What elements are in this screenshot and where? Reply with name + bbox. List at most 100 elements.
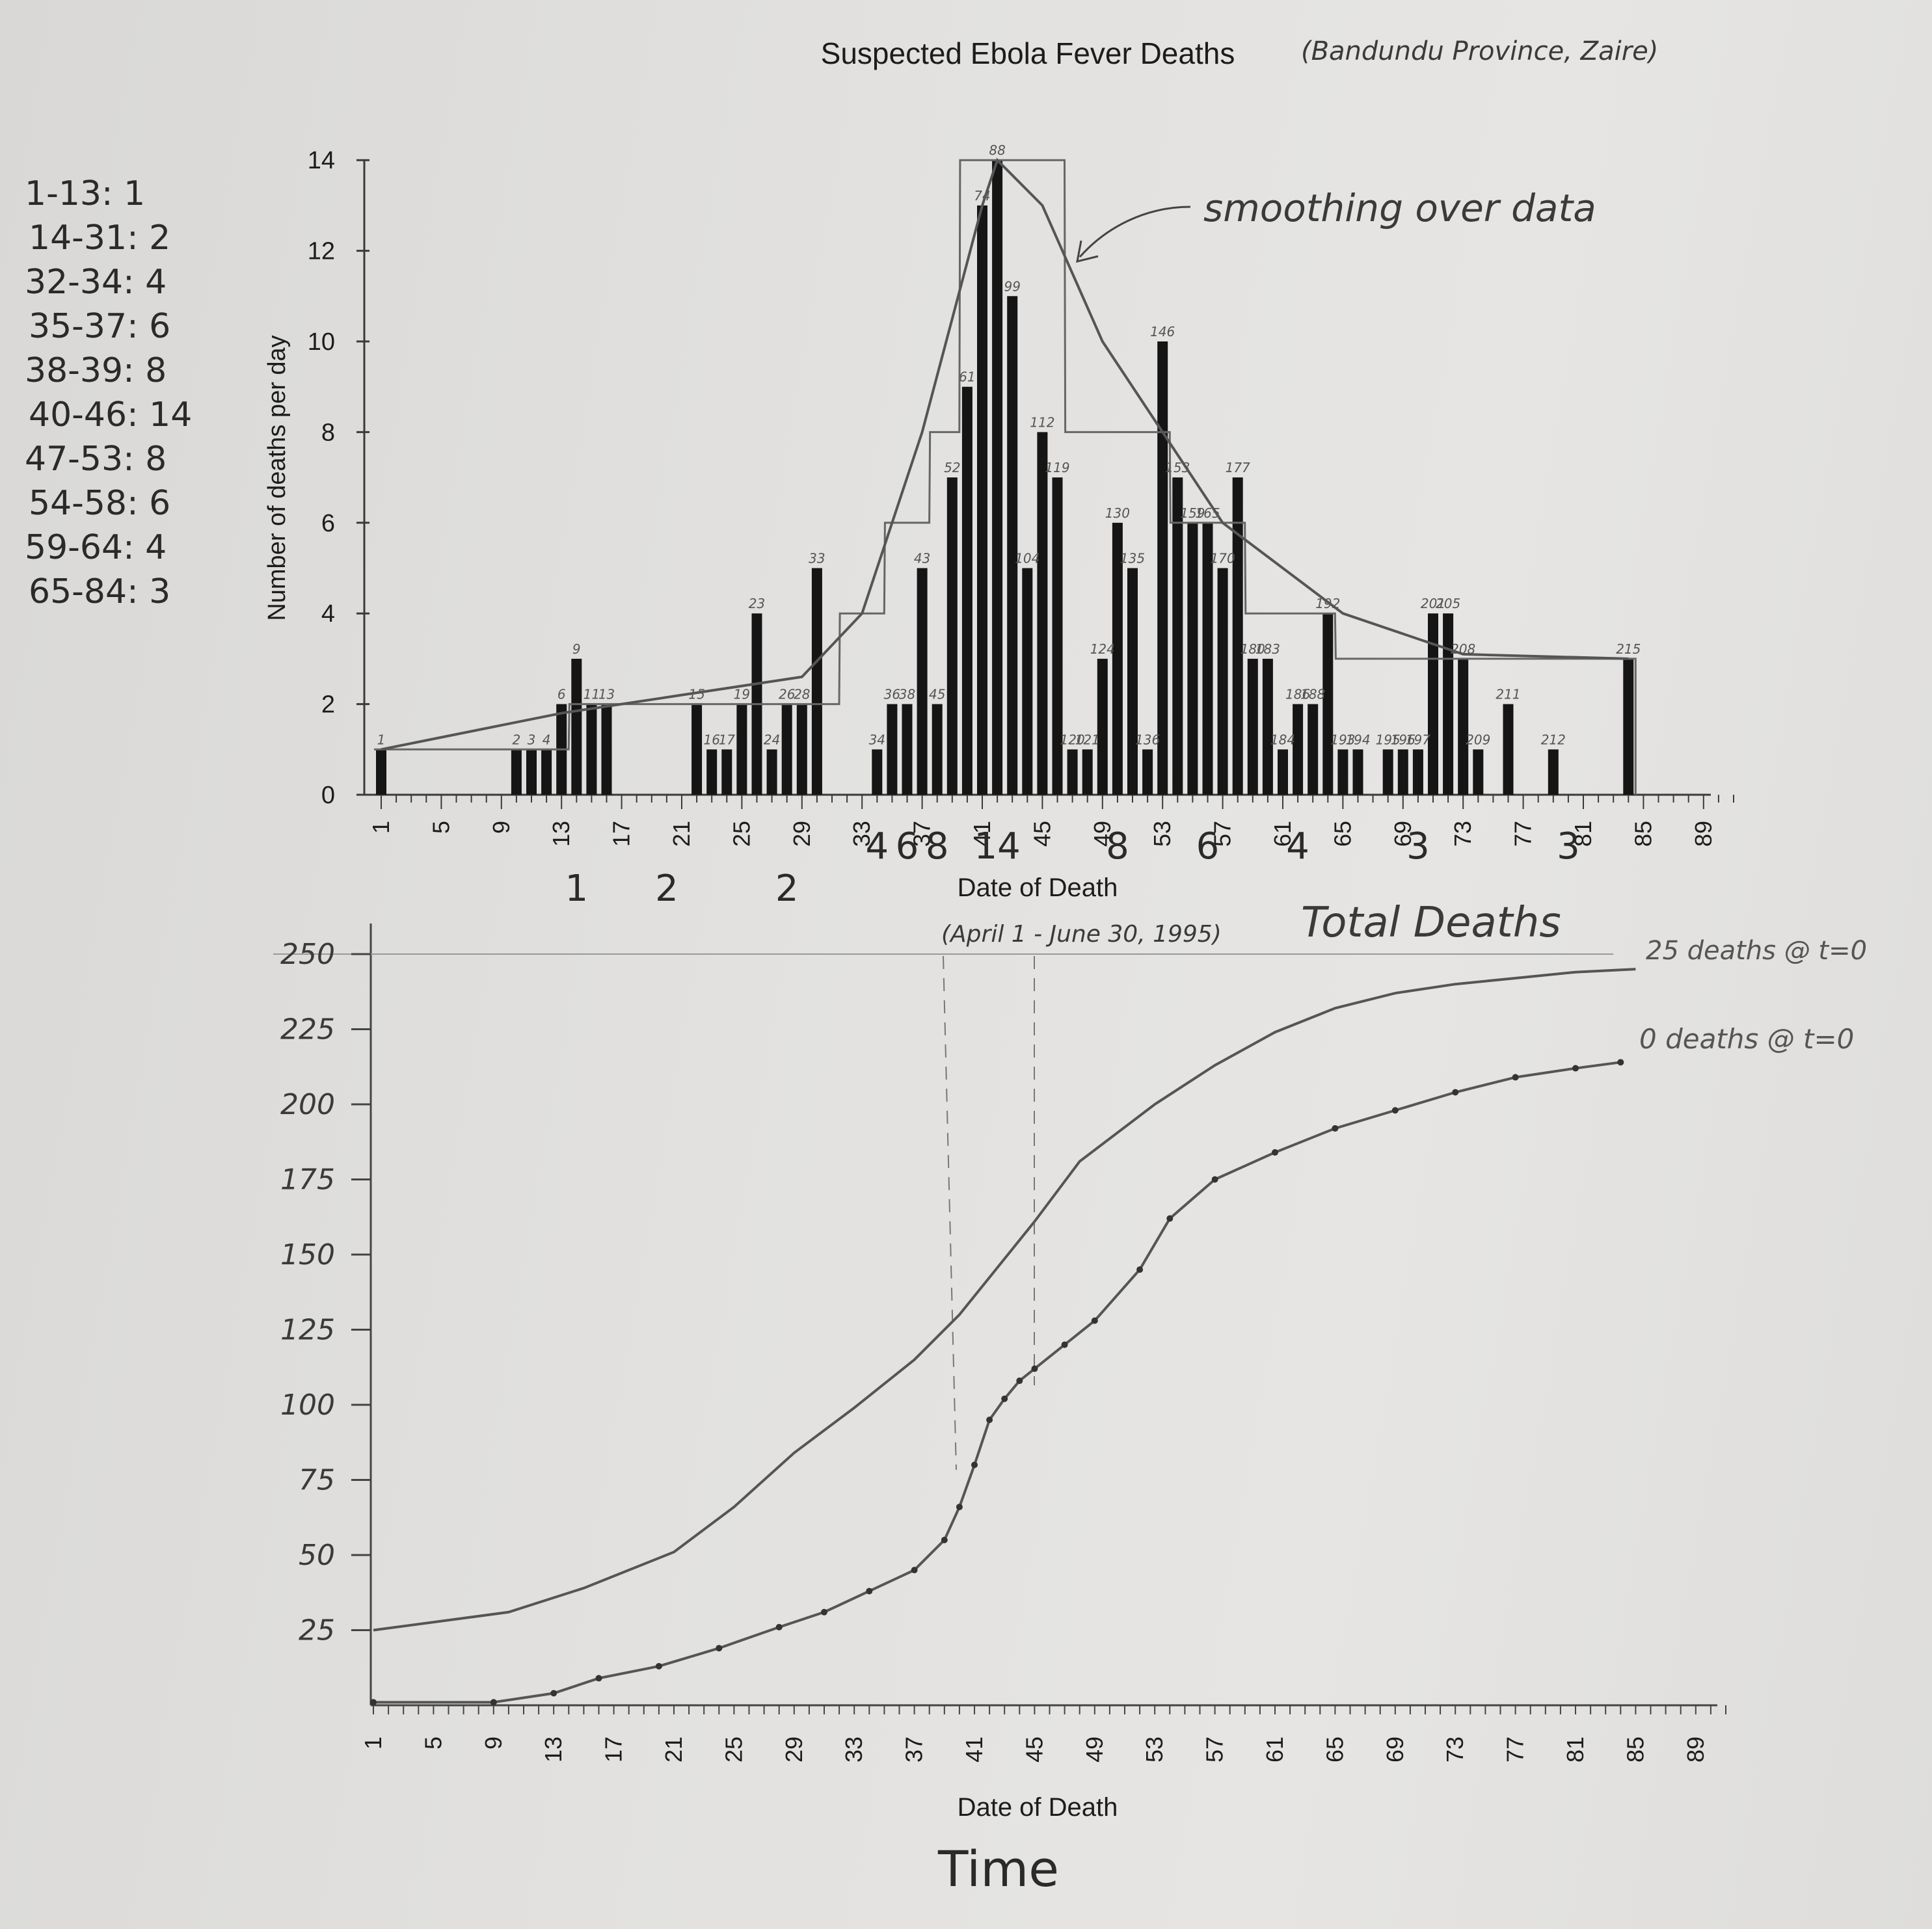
cumulative-label: 180 [1241, 641, 1265, 657]
bar-y-tick-label: 6 [321, 510, 335, 537]
cumulative-label: 195 [1376, 732, 1401, 747]
bar-x-tick-label: 89 [1690, 821, 1717, 847]
series-point [1061, 1341, 1068, 1348]
bar [1097, 658, 1108, 795]
line-x-tick-label: 25 [720, 1736, 747, 1763]
bar-x-axis-label: Date of Death [958, 873, 1118, 902]
series-point [550, 1690, 557, 1697]
bar [887, 704, 898, 795]
cumulative-label: 61 [959, 369, 975, 385]
line-x-tick-label: 29 [781, 1736, 807, 1763]
bar [1262, 658, 1273, 795]
series-point [1572, 1065, 1579, 1072]
line-x-tick-label: 85 [1622, 1736, 1648, 1763]
bar [1037, 432, 1048, 795]
bar-x-tick-label: 85 [1630, 821, 1656, 847]
bar [1187, 522, 1198, 795]
cumulative-label: 136 [1135, 732, 1160, 747]
bar [1127, 568, 1138, 795]
bar [902, 704, 913, 795]
line-x-tick-label: 53 [1141, 1736, 1168, 1763]
cumulative-label: 124 [1090, 641, 1115, 657]
cumulative-label: 11 [584, 687, 600, 702]
bar [992, 160, 1003, 795]
cumulative-label: 196 [1391, 732, 1415, 747]
bar-y-tick-label: 2 [321, 691, 335, 719]
bar [1503, 704, 1514, 795]
group-label: 4 [865, 825, 889, 868]
cumulative-label: 104 [1015, 551, 1040, 566]
bar [1458, 658, 1469, 795]
cumulative-label: 121 [1075, 732, 1100, 747]
cumulative-label: 159 [1180, 505, 1205, 521]
bar-x-tick-label: 57 [1209, 821, 1236, 847]
chart-title: Suspected Ebola Fever Deaths [821, 36, 1235, 70]
bar [1397, 749, 1408, 795]
bar-x-tick-label: 5 [427, 821, 454, 834]
bar [1232, 477, 1243, 795]
cumulative-label: 135 [1120, 551, 1145, 566]
cumulative-label: 13 [598, 687, 615, 702]
cumulative-label: 16 [703, 732, 719, 747]
group-label: 8 [926, 825, 949, 868]
cumulative-label: 9 [572, 641, 581, 657]
bar [1082, 749, 1093, 795]
group-label: 2 [775, 868, 799, 910]
line-x-tick-label: 45 [1021, 1736, 1047, 1763]
bar [932, 704, 943, 795]
margin-note: 35-37: 6 [29, 307, 170, 346]
line-series [370, 968, 1636, 1706]
series-point [595, 1675, 602, 1682]
cumulative-label: 4 [543, 732, 551, 747]
bar-x-tick-label: 49 [1089, 821, 1116, 847]
bar [1278, 749, 1288, 795]
line-x-ticks: 1 5 9 13 17 21 25 29 33 37 41 45 49 53 57 61 65 69 73 77 81 8… [360, 1705, 1726, 1763]
cumulative-label: 188 [1300, 687, 1325, 702]
bar [691, 704, 703, 795]
bar-x-tick-label: 45 [1028, 821, 1055, 847]
line-x-tick-label: 57 [1201, 1736, 1228, 1763]
bar [1022, 568, 1033, 795]
bar-x-tick-label: 61 [1269, 821, 1296, 847]
bar-x-tick-label: 41 [969, 821, 995, 847]
margin-note: 65-84: 3 [29, 572, 170, 611]
series-point [1272, 1149, 1278, 1156]
bar [1247, 658, 1258, 795]
cumulative-label: 33 [809, 551, 825, 566]
cumulative-label: 184 [1270, 732, 1295, 747]
line-x-tick-label: 21 [660, 1736, 687, 1763]
bar [1142, 749, 1153, 795]
group-label: 4 [1286, 825, 1309, 868]
bar-y-ticks: 0 2 4 6 8 10 12 14 [308, 147, 369, 809]
cumulative-label: 38 [899, 687, 915, 702]
series-point [911, 1567, 918, 1574]
bar-x-tick-label: 65 [1329, 821, 1356, 847]
series-point [1452, 1089, 1459, 1096]
cumulative-label: 3 [528, 732, 536, 747]
bar [376, 749, 386, 795]
line-y-tick-label: 200 [280, 1088, 335, 1121]
bar-y-axis-label: Number of deaths per day [263, 335, 291, 620]
cumulative-label: 17 [719, 732, 736, 747]
cumulative-label: 212 [1541, 732, 1566, 747]
series-point [1031, 1365, 1038, 1372]
cumulative-label: 34 [869, 732, 885, 747]
series-point [1136, 1266, 1144, 1273]
smoothing-annotation: smoothing over data [1203, 186, 1596, 230]
bar [917, 568, 928, 795]
bar [511, 749, 522, 795]
line-x-tick-label: 49 [1081, 1736, 1108, 1763]
bar [1548, 749, 1559, 795]
cumulative-label: 197 [1406, 732, 1430, 747]
group-label: 14 [974, 825, 1020, 868]
line-y-tick-label: 50 [299, 1539, 335, 1572]
bar-x-ticks: 1 5 9 13 17 21 25 29 33 37 41 45 49 53 57 61 65 69 73 77 81 8… [368, 795, 1734, 847]
bar-x-tick-label: 81 [1570, 821, 1596, 847]
cumulative-label: 146 [1150, 324, 1175, 339]
cumulative-label: 205 [1436, 596, 1460, 611]
bar [706, 749, 718, 795]
bar-x-tick-label: 73 [1449, 821, 1476, 847]
bar [1412, 749, 1423, 795]
